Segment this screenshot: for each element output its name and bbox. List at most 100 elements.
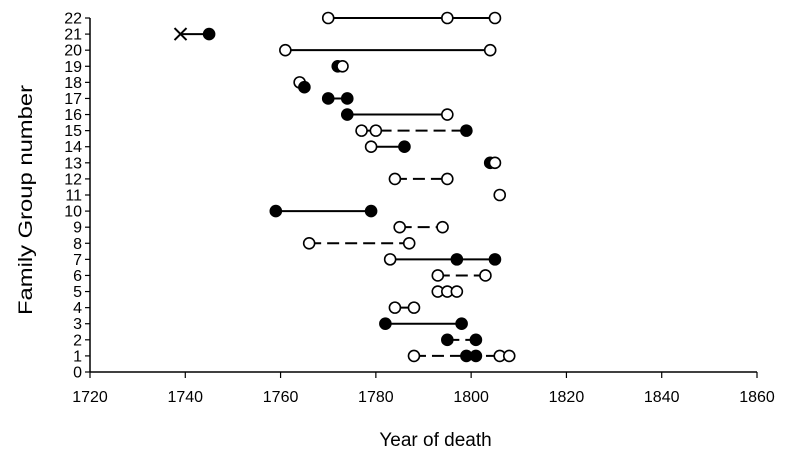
x-tick-label: 1820 — [549, 389, 585, 406]
cross-marker — [173, 27, 188, 41]
filled-point — [321, 92, 335, 105]
open-point — [441, 108, 454, 121]
open-point — [431, 269, 445, 282]
family-group-17-7 — [298, 80, 311, 94]
open-point — [502, 349, 516, 363]
y-tick-label: 5 — [73, 284, 82, 301]
family-group-4 — [388, 301, 421, 314]
y-tick-label: 11 — [65, 188, 82, 205]
open-point — [364, 140, 378, 154]
filled-point — [340, 92, 354, 105]
filled-point — [202, 27, 216, 41]
family-group-22 — [321, 11, 502, 25]
family-group-13 — [483, 156, 502, 170]
y-tick-label: 22 — [64, 11, 82, 28]
filled-point — [441, 333, 454, 347]
family-group-16 — [340, 108, 454, 121]
plot-area — [173, 11, 516, 363]
open-point — [279, 43, 292, 57]
family-group-7 — [383, 253, 502, 266]
open-point — [302, 236, 316, 250]
open-point — [355, 124, 368, 137]
family-group-11 — [493, 188, 507, 202]
y-tick-label: 12 — [64, 171, 82, 188]
y-tick-label: 13 — [64, 155, 82, 172]
y-tick-label: 7 — [73, 252, 82, 269]
y-tick-label: 2 — [73, 332, 82, 349]
open-point — [493, 188, 507, 202]
filled-point — [469, 349, 483, 363]
y-tick-label: 14 — [64, 139, 82, 156]
y-tick-label: 8 — [73, 236, 82, 253]
open-point — [388, 301, 402, 314]
filled-point — [398, 140, 411, 154]
y-tick-label: 18 — [64, 75, 82, 92]
y-tick-label: 17 — [64, 91, 82, 108]
y-tick-label: 9 — [73, 220, 82, 237]
x-tick-label: 1860 — [739, 389, 775, 406]
open-point — [407, 349, 421, 363]
open-point — [488, 156, 502, 170]
filled-point — [450, 253, 464, 266]
x-axis-ticks: 1720 1740 1760 1780 1800 1820 1840 1860 — [72, 372, 775, 406]
x-tick-label: 1740 — [167, 389, 203, 406]
family-group-6 — [431, 269, 492, 282]
open-point — [479, 269, 492, 282]
open-point — [441, 172, 454, 186]
x-tick-label: 1800 — [453, 389, 489, 406]
x-tick-label: 1840 — [644, 389, 680, 406]
family-group-3 — [379, 317, 468, 331]
y-tick-label: 20 — [64, 43, 82, 60]
family-group-14 — [364, 140, 411, 154]
open-point — [450, 285, 464, 298]
open-point — [388, 172, 402, 186]
open-point — [402, 236, 416, 250]
open-point — [441, 11, 454, 25]
y-tick-label: 10 — [64, 204, 82, 221]
x-tick-label: 1760 — [263, 389, 299, 406]
family-group-2 — [441, 333, 483, 347]
filled-point — [488, 253, 502, 266]
open-point — [483, 43, 497, 57]
family-group-15 — [355, 124, 473, 137]
x-tick-label: 1720 — [72, 389, 108, 406]
filled-point — [340, 108, 354, 121]
y-tick-label: 4 — [73, 300, 82, 317]
family-group-19 — [331, 59, 349, 73]
y-tick-label: 15 — [64, 123, 82, 140]
family-group-1 — [407, 349, 516, 363]
y-tick-label: 6 — [73, 268, 82, 285]
filled-point — [364, 204, 378, 218]
family-group-20 — [279, 43, 497, 57]
y-tick-label: 1 — [73, 348, 82, 365]
y-tick-label: 0 — [73, 365, 82, 382]
axes — [89, 18, 757, 373]
family-group-12 — [388, 172, 454, 186]
family-group-21 — [173, 27, 216, 41]
family-group-8 — [302, 236, 416, 250]
x-axis-title: Year of death — [379, 430, 491, 451]
open-point — [336, 59, 349, 73]
family-group-5 — [431, 285, 464, 298]
filled-point — [269, 204, 283, 218]
family-group-17 — [321, 92, 354, 105]
open-point — [369, 124, 383, 137]
filled-point — [460, 124, 473, 137]
y-tick-label: 19 — [64, 59, 82, 76]
filled-point — [379, 317, 392, 331]
filled-point — [469, 333, 483, 347]
open-point — [321, 11, 335, 25]
open-point — [436, 220, 449, 234]
y-tick-label: 16 — [64, 107, 82, 124]
filled-point — [298, 80, 311, 94]
y-axis-title: Family Group number — [16, 84, 37, 315]
y-tick-label: 3 — [73, 316, 82, 333]
open-point — [393, 220, 406, 234]
x-tick-label: 1780 — [358, 389, 394, 406]
family-group-9 — [393, 220, 449, 234]
open-point — [383, 253, 397, 266]
open-point — [488, 11, 502, 25]
filled-point — [455, 317, 468, 331]
